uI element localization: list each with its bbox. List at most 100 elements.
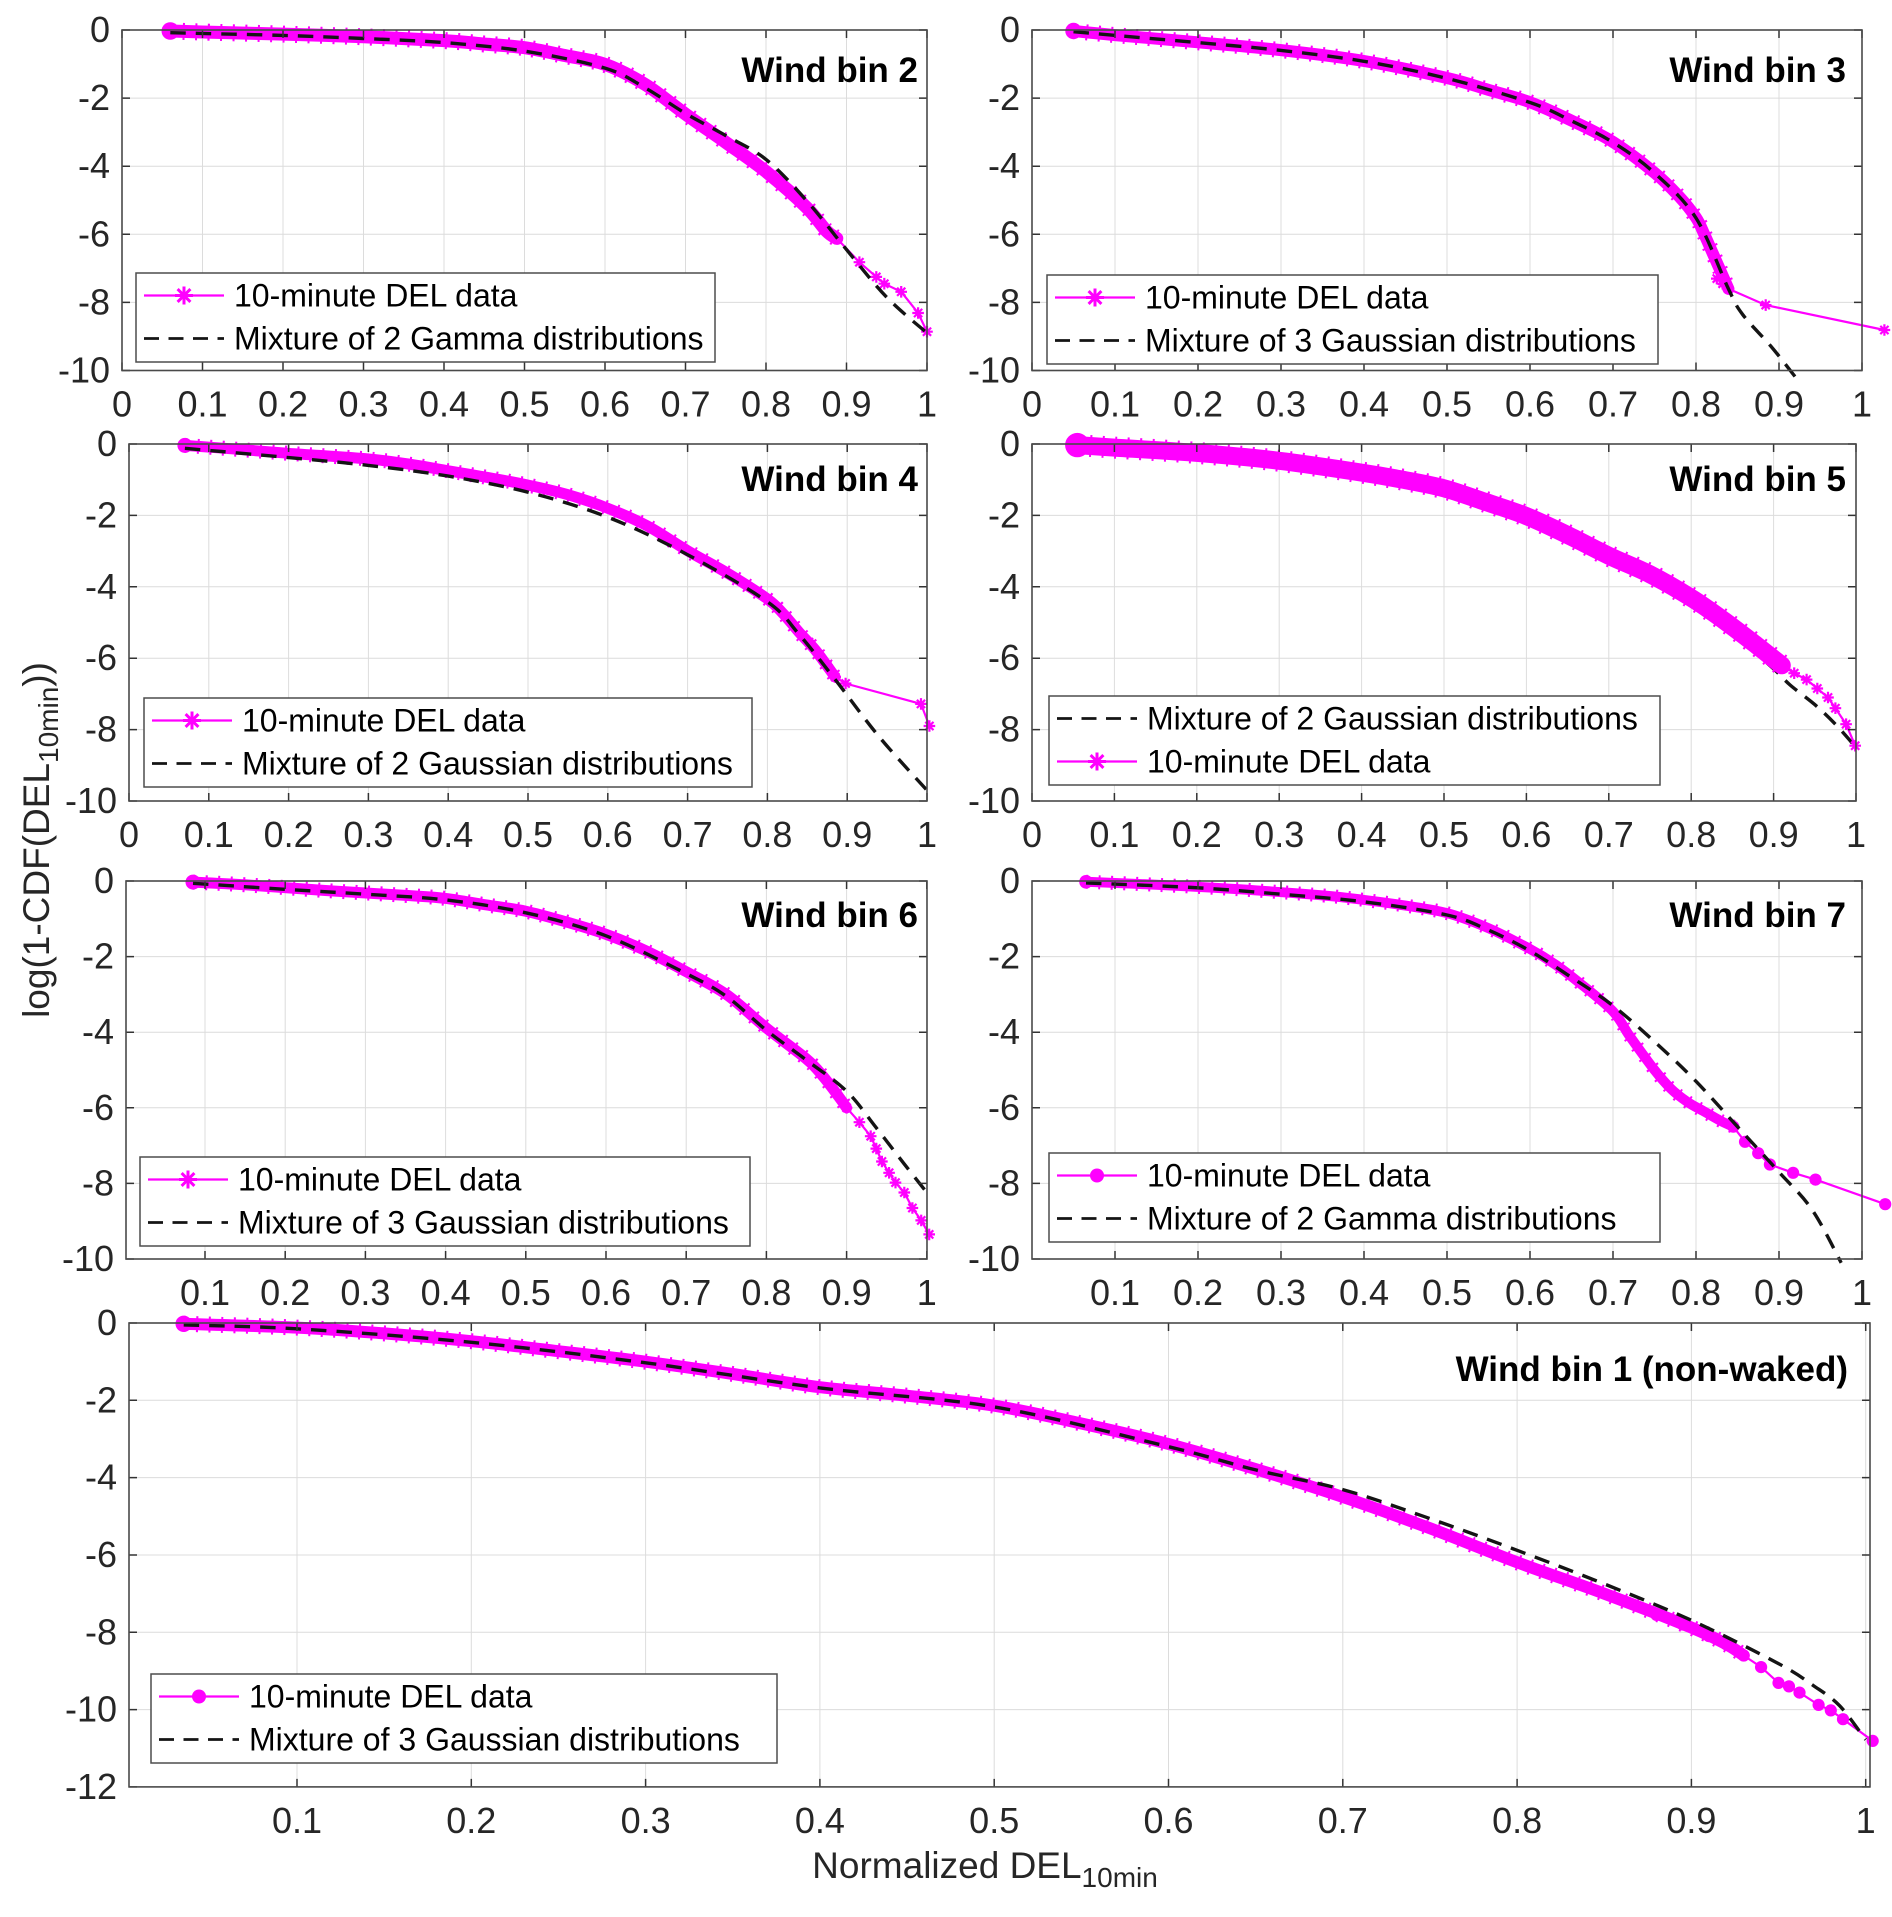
svg-text:Wind bin 4: Wind bin 4 [741,460,918,499]
svg-text:Mixture of 3 Gaussian distribu: Mixture of 3 Gaussian distributions [238,1205,729,1241]
svg-text:0.5: 0.5 [501,1272,551,1313]
svg-text:0.3: 0.3 [338,384,388,425]
svg-text:0: 0 [1000,860,1020,901]
svg-text:0.4: 0.4 [1337,814,1387,855]
svg-text:Mixture of 3 Gaussian distribu: Mixture of 3 Gaussian distributions [1145,323,1636,359]
svg-text:0.5: 0.5 [503,814,553,855]
svg-text:0.7: 0.7 [663,814,713,855]
svg-text:-8: -8 [988,281,1020,322]
svg-text:Mixture of 3 Gaussian distribu: Mixture of 3 Gaussian distributions [249,1722,740,1758]
svg-text:-8: -8 [988,709,1020,750]
svg-text:-6: -6 [85,1534,117,1575]
svg-text:0.3: 0.3 [1256,1272,1306,1313]
svg-text:0.4: 0.4 [1339,384,1389,425]
svg-text:-6: -6 [85,637,117,678]
svg-text:-6: -6 [82,1087,114,1128]
svg-text:0.9: 0.9 [822,814,872,855]
svg-text:0.2: 0.2 [258,384,308,425]
svg-text:0.9: 0.9 [821,384,871,425]
svg-text:0.7: 0.7 [1318,1800,1368,1841]
svg-text:0: 0 [1022,814,1042,855]
svg-text:1: 1 [1846,814,1866,855]
svg-text:0.6: 0.6 [581,1272,631,1313]
svg-text:-8: -8 [78,281,110,322]
svg-text:-10: -10 [968,780,1020,821]
svg-text:-4: -4 [988,145,1020,186]
svg-text:-2: -2 [85,494,117,535]
svg-text:0: 0 [112,384,132,425]
svg-text:0.5: 0.5 [499,384,549,425]
svg-text:10-minute DEL data: 10-minute DEL data [234,278,518,314]
svg-text:0.4: 0.4 [795,1800,845,1841]
svg-text:-2: -2 [988,936,1020,977]
svg-text:0.3: 0.3 [1256,384,1306,425]
svg-text:-10: -10 [968,350,1020,391]
svg-text:0.1: 0.1 [1090,1272,1140,1313]
svg-text:-10: -10 [65,780,117,821]
svg-text:0: 0 [1000,9,1020,50]
svg-text:-6: -6 [988,213,1020,254]
svg-text:-2: -2 [82,936,114,977]
svg-text:0.7: 0.7 [1588,384,1638,425]
svg-text:-8: -8 [82,1162,114,1203]
svg-text:0.8: 0.8 [1492,1800,1542,1841]
svg-text:0.1: 0.1 [180,1272,230,1313]
svg-text:Mixture of 2 Gaussian distribu: Mixture of 2 Gaussian distributions [242,746,733,782]
svg-text:-8: -8 [85,709,117,750]
svg-text:0: 0 [1022,384,1042,425]
svg-text:0: 0 [90,9,110,50]
svg-text:-10: -10 [65,1689,117,1730]
svg-text:-8: -8 [988,1162,1020,1203]
svg-text:0.9: 0.9 [1666,1800,1716,1841]
svg-text:1: 1 [1852,1272,1872,1313]
svg-text:0.3: 0.3 [343,814,393,855]
svg-text:0.6: 0.6 [580,384,630,425]
svg-text:-4: -4 [988,1011,1020,1052]
svg-text:0.8: 0.8 [742,814,792,855]
svg-text:0.4: 0.4 [419,384,469,425]
svg-text:0.5: 0.5 [1419,814,1469,855]
svg-text:0: 0 [97,1302,117,1343]
svg-text:0.8: 0.8 [741,1272,791,1313]
svg-text:0.1: 0.1 [177,384,227,425]
svg-text:0.6: 0.6 [1501,814,1551,855]
svg-text:Mixture of 2 Gamma distributio: Mixture of 2 Gamma distributions [1147,1201,1617,1237]
svg-text:0.4: 0.4 [421,1272,471,1313]
svg-text:-4: -4 [78,145,110,186]
svg-text:1: 1 [1856,1800,1876,1841]
svg-text:-2: -2 [85,1379,117,1420]
svg-text:0.7: 0.7 [660,384,710,425]
svg-text:0.1: 0.1 [1090,384,1140,425]
svg-text:0.6: 0.6 [1143,1800,1193,1841]
svg-text:0.8: 0.8 [741,384,791,425]
svg-text:0.2: 0.2 [260,1272,310,1313]
svg-text:-4: -4 [82,1011,114,1052]
svg-text:-6: -6 [988,637,1020,678]
svg-text:0: 0 [1000,423,1020,464]
svg-text:0.2: 0.2 [1173,384,1223,425]
svg-text:-12: -12 [65,1766,117,1807]
svg-text:0.6: 0.6 [1505,1272,1555,1313]
svg-text:0.7: 0.7 [1584,814,1634,855]
svg-text:Wind bin 2: Wind bin 2 [741,51,918,90]
svg-text:1: 1 [1852,384,1872,425]
svg-text:0.5: 0.5 [1422,1272,1472,1313]
svg-text:-10: -10 [58,350,110,391]
svg-text:10-minute DEL data: 10-minute DEL data [1145,280,1429,316]
svg-text:-2: -2 [988,77,1020,118]
svg-text:0.5: 0.5 [969,1800,1019,1841]
svg-text:10-minute DEL data: 10-minute DEL data [249,1679,533,1715]
svg-text:0.9: 0.9 [1749,814,1799,855]
svg-text:0.6: 0.6 [583,814,633,855]
svg-text:-6: -6 [78,213,110,254]
svg-text:10-minute DEL data: 10-minute DEL data [242,703,526,739]
svg-text:Wind bin 6: Wind bin 6 [741,896,918,935]
svg-text:0.8: 0.8 [1671,384,1721,425]
svg-text:-10: -10 [968,1238,1020,1279]
svg-text:-4: -4 [988,566,1020,607]
svg-text:0.2: 0.2 [264,814,314,855]
svg-text:0.2: 0.2 [1173,1272,1223,1313]
svg-text:Mixture of 2 Gamma distributio: Mixture of 2 Gamma distributions [234,321,704,357]
svg-text:-4: -4 [85,1457,117,1498]
svg-text:0.7: 0.7 [1588,1272,1638,1313]
